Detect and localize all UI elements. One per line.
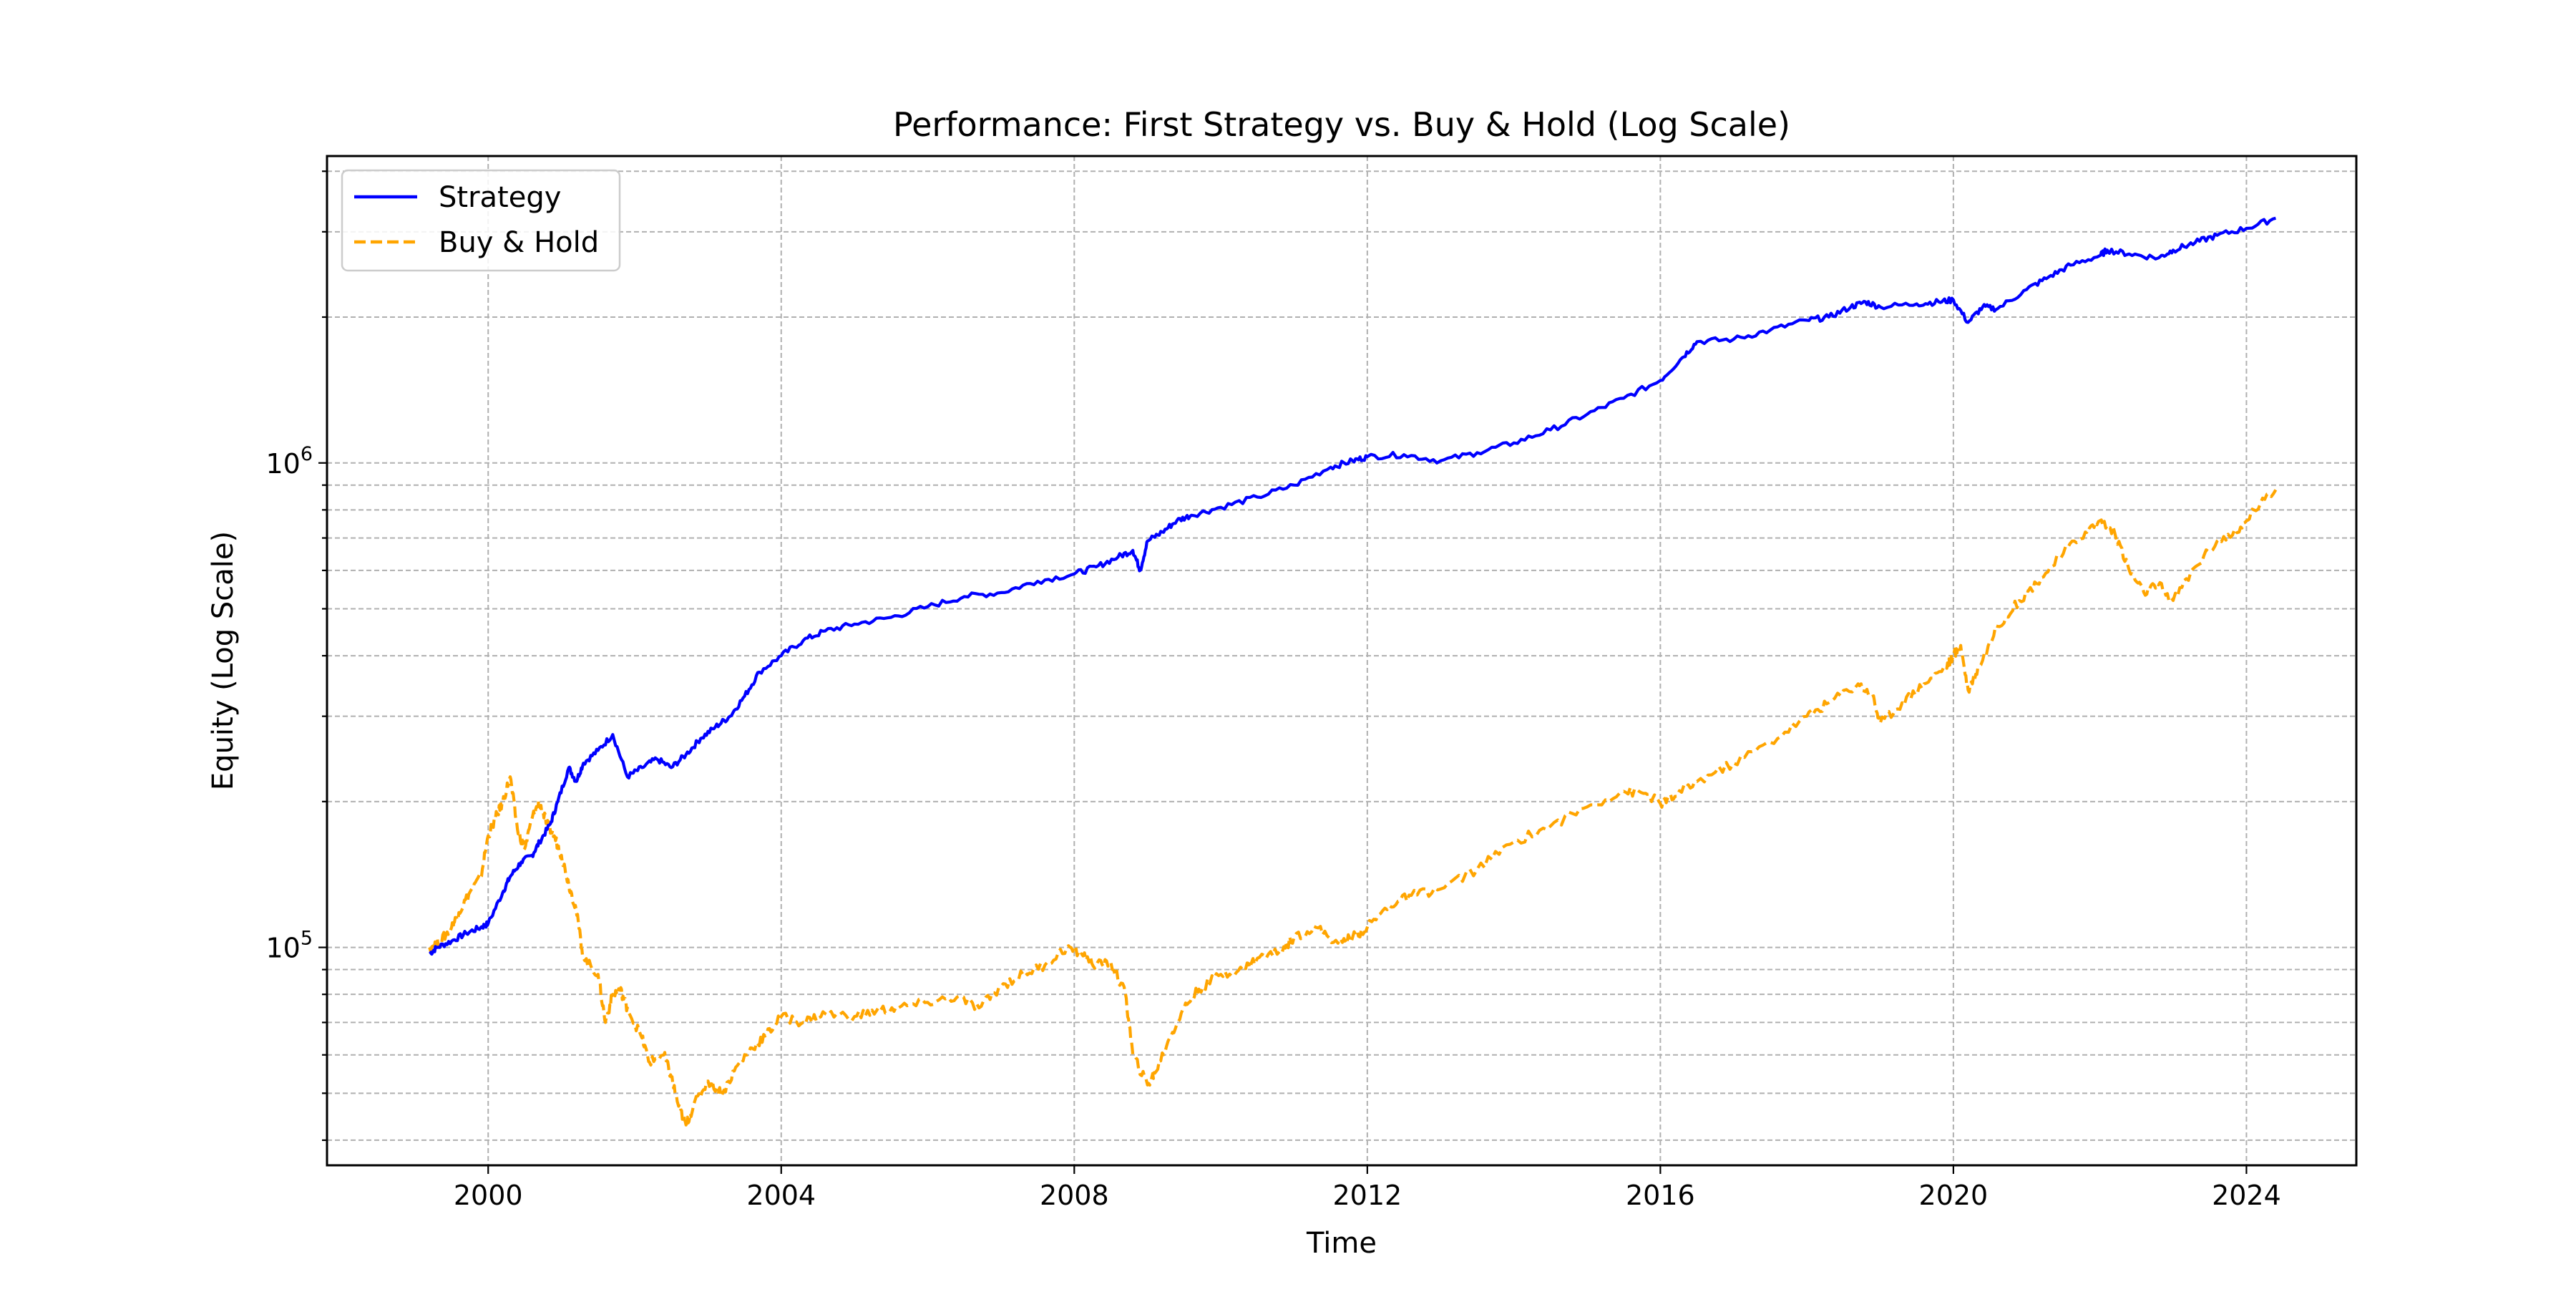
legend: Strategy Buy & Hold <box>341 169 621 272</box>
legend-label-buy-and-hold: Buy & Hold <box>439 226 599 259</box>
series-line-strategy <box>429 216 2276 956</box>
series-line-buy-and-hold <box>428 489 2278 1127</box>
chart-title: Performance: First Strategy vs. Buy & Ho… <box>893 105 1790 144</box>
y-tick-label: 105 <box>265 928 313 964</box>
x-tick-label: 2016 <box>1626 1180 1695 1211</box>
x-tick-label: 2004 <box>746 1180 816 1211</box>
x-tick-label: 2008 <box>1040 1180 1109 1211</box>
x-axis-label: Time <box>1306 1227 1377 1260</box>
x-tick-label: 2012 <box>1332 1180 1402 1211</box>
plot-area-frame <box>326 155 2358 1167</box>
x-tick-label: 2020 <box>1919 1180 1989 1211</box>
x-tick-label: 2000 <box>454 1180 523 1211</box>
x-tick-label: 2024 <box>2212 1180 2281 1211</box>
y-axis-label: Equity (Log Scale) <box>207 531 240 790</box>
legend-label-strategy: Strategy <box>439 181 561 214</box>
series-layer <box>428 216 2278 1127</box>
y-tick-label: 106 <box>265 443 313 480</box>
grid-layer <box>327 156 2356 1165</box>
ticks-layer: 2000 2004 2008 2012 2016 2020 2024 105 106 <box>265 170 2281 1211</box>
